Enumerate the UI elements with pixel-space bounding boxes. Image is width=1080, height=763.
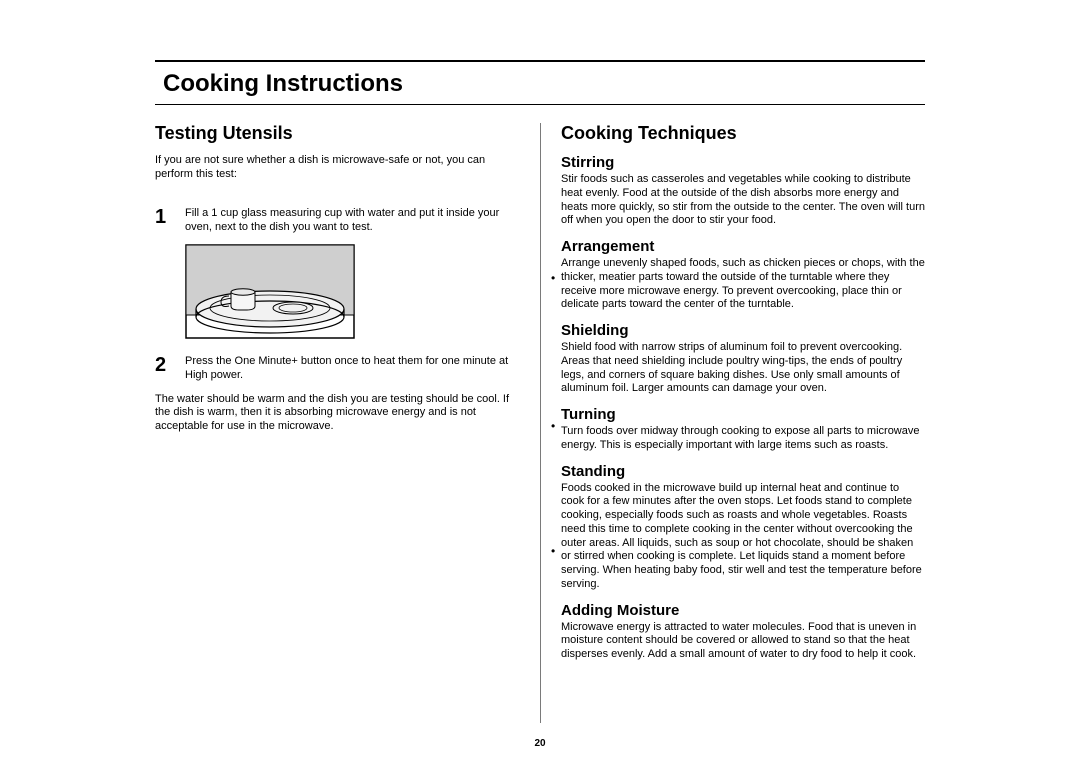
step-text: Fill a 1 cup glass measuring cup with wa…	[185, 206, 520, 235]
columns: Testing Utensils If you are not sure whe…	[155, 123, 925, 723]
body-moisture: Microwave energy is attracted to water m…	[561, 621, 925, 662]
body-arrangement: Arrange unevenly shaped foods, such as c…	[561, 257, 925, 312]
column-divider	[540, 123, 541, 723]
body-turning: Turn foods over midway through cooking t…	[561, 425, 925, 453]
sub-shielding: Shielding	[561, 322, 925, 339]
page-number: 20	[0, 738, 1080, 749]
technique-moisture: Adding Moisture Microwave energy is attr…	[561, 602, 925, 662]
bullet-icon: •	[551, 272, 555, 284]
body-shielding: Shield food with narrow strips of alumin…	[561, 341, 925, 396]
page-title: Cooking Instructions	[155, 64, 925, 104]
illustration-wrap	[185, 244, 520, 344]
sub-turning: Turning	[561, 406, 925, 423]
body-stirring: Stir foods such as casseroles and vegeta…	[561, 173, 925, 228]
step-1: 1 Fill a 1 cup glass measuring cup with …	[155, 206, 520, 235]
sub-standing: Standing	[561, 463, 925, 480]
technique-turning: • Turning Turn foods over midway through…	[561, 406, 925, 453]
rule-bottom	[155, 104, 925, 105]
microwave-dish-illustration	[185, 244, 355, 339]
conclusion-text: The water should be warm and the dish yo…	[155, 393, 520, 434]
bullet-icon: •	[551, 420, 555, 432]
intro-text: If you are not sure whether a dish is mi…	[155, 154, 520, 182]
step-number: 2	[155, 354, 171, 377]
sub-stirring: Stirring	[561, 154, 925, 171]
step-2: 2 Press the One Minute+ button once to h…	[155, 354, 520, 383]
step-text: Press the One Minute+ button once to hea…	[185, 354, 520, 383]
technique-standing: Standing • Foods cooked in the microwave…	[561, 463, 925, 592]
technique-arrangement: Arrangement • Arrange unevenly shaped fo…	[561, 238, 925, 312]
sub-moisture: Adding Moisture	[561, 602, 925, 619]
heading-cooking-techniques: Cooking Techniques	[561, 123, 925, 144]
page-content: Cooking Instructions Testing Utensils If…	[155, 60, 925, 723]
steps-list: 1 Fill a 1 cup glass measuring cup with …	[155, 206, 520, 383]
left-column: Testing Utensils If you are not sure whe…	[155, 123, 520, 723]
technique-shielding: Shielding Shield food with narrow strips…	[561, 322, 925, 396]
rule-top	[155, 60, 925, 62]
step-number: 1	[155, 206, 171, 229]
heading-testing-utensils: Testing Utensils	[155, 123, 520, 144]
bullet-icon: •	[551, 545, 555, 557]
sub-arrangement: Arrangement	[561, 238, 925, 255]
body-standing: Foods cooked in the microwave build up i…	[561, 482, 925, 592]
technique-stirring: Stirring Stir foods such as casseroles a…	[561, 154, 925, 228]
right-column: Cooking Techniques Stirring Stir foods s…	[561, 123, 925, 723]
